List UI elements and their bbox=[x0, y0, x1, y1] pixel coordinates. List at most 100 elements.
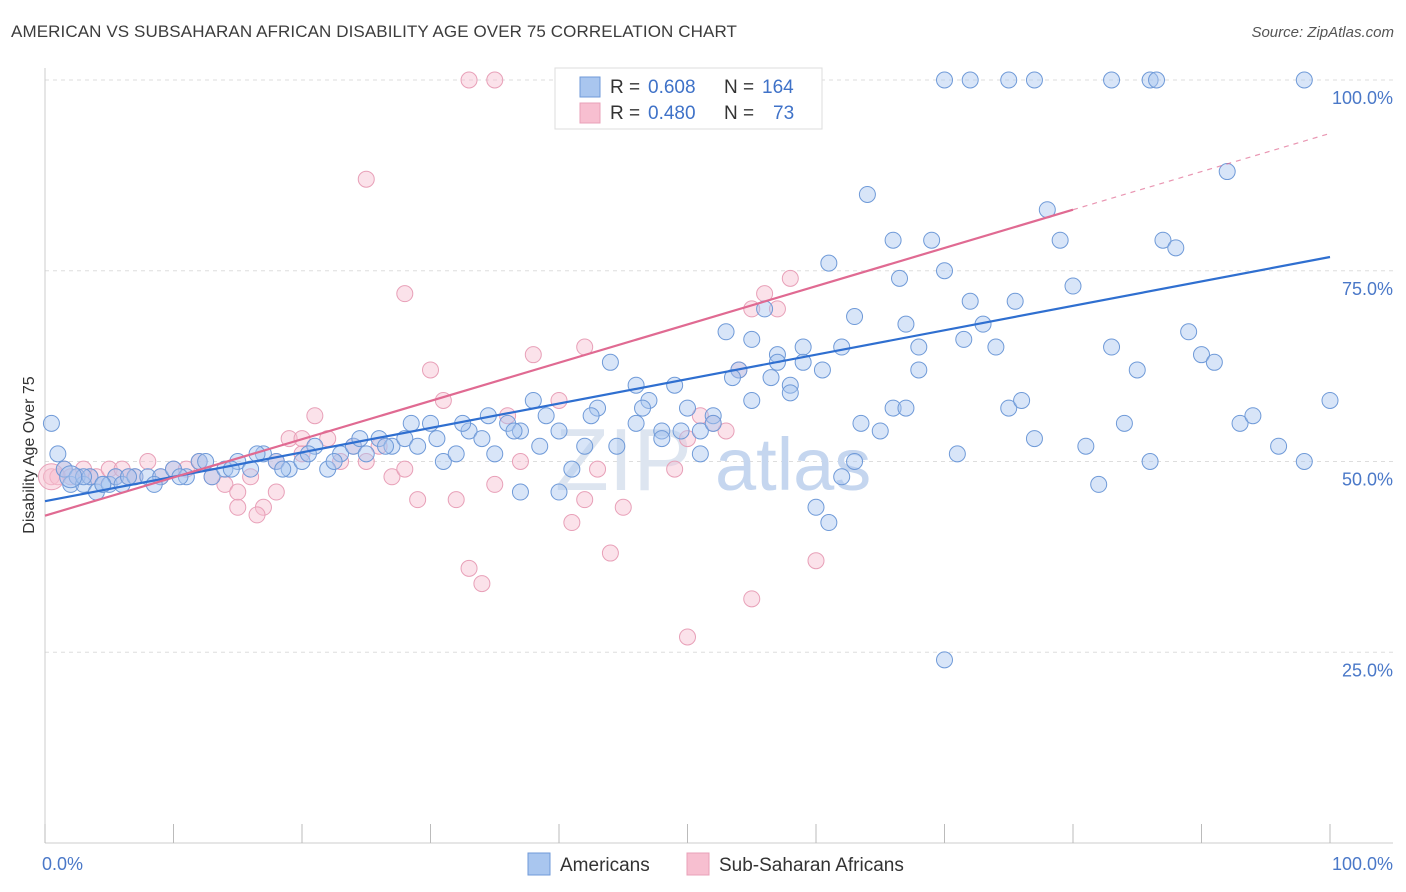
point-americans bbox=[280, 460, 298, 478]
point-americans bbox=[550, 483, 568, 501]
point-americans bbox=[743, 391, 761, 409]
point-americans bbox=[948, 445, 966, 463]
y-tick-label: 25.0% bbox=[1342, 660, 1393, 680]
point-americans bbox=[820, 254, 838, 272]
y-axis-label: Disability Age Over 75 bbox=[21, 376, 38, 534]
point-americans bbox=[627, 414, 645, 432]
point-americans bbox=[351, 430, 369, 448]
trend-line-africans-extension bbox=[1072, 132, 1331, 211]
point-africans bbox=[550, 391, 568, 409]
legend-americans-n-value: 164 bbox=[762, 77, 794, 98]
point-americans bbox=[550, 422, 568, 440]
point-americans bbox=[428, 430, 446, 448]
trend-line-americans bbox=[44, 255, 1331, 503]
point-americans bbox=[1000, 399, 1018, 417]
point-americans bbox=[1321, 391, 1339, 409]
point-americans bbox=[833, 468, 851, 486]
point-americans bbox=[434, 453, 452, 470]
point-americans bbox=[1205, 353, 1223, 371]
axes bbox=[44, 68, 1393, 844]
point-americans bbox=[923, 231, 941, 249]
point-africans bbox=[409, 491, 427, 509]
point-americans bbox=[910, 338, 928, 356]
point-americans bbox=[1244, 407, 1262, 425]
point-americans bbox=[1193, 346, 1210, 364]
point-americans bbox=[871, 422, 889, 440]
point-africans bbox=[229, 483, 247, 501]
point-africans bbox=[511, 453, 529, 470]
point-americans bbox=[897, 399, 915, 417]
point-africans bbox=[139, 453, 157, 470]
point-americans bbox=[42, 414, 60, 432]
point-americans bbox=[1103, 338, 1121, 356]
trend-line-africans bbox=[44, 208, 1074, 517]
legend-americans-r-label: R = bbox=[610, 77, 640, 98]
point-americans bbox=[357, 445, 375, 463]
point-americans bbox=[852, 414, 870, 432]
point-americans bbox=[1141, 453, 1159, 470]
point-africans bbox=[486, 71, 504, 89]
x-tick-label-min: 0.0% bbox=[42, 854, 83, 874]
point-americans bbox=[833, 338, 851, 356]
point-americans bbox=[936, 71, 953, 89]
point-americans bbox=[299, 445, 317, 463]
point-americans bbox=[582, 407, 600, 425]
point-africans bbox=[576, 491, 594, 509]
point-americans bbox=[910, 361, 928, 379]
point-americans bbox=[120, 468, 138, 486]
point-americans bbox=[576, 437, 594, 455]
point-americans bbox=[679, 399, 696, 417]
point-americans bbox=[691, 445, 709, 463]
point-americans bbox=[531, 437, 549, 455]
point-africans bbox=[589, 460, 607, 478]
point-africans bbox=[717, 422, 735, 440]
point-americans bbox=[794, 338, 812, 356]
y-tick-label: 100.0% bbox=[1332, 88, 1393, 108]
point-americans bbox=[1128, 361, 1146, 379]
point-americans bbox=[409, 437, 427, 455]
point-americans bbox=[473, 430, 491, 448]
point-africans bbox=[563, 514, 581, 532]
series-americans-points bbox=[42, 71, 1339, 669]
point-americans bbox=[1051, 231, 1069, 249]
point-americans bbox=[1025, 71, 1043, 89]
x-tick-label-max: 100.0% bbox=[1332, 854, 1393, 874]
point-americans bbox=[781, 384, 799, 402]
point-americans bbox=[197, 453, 215, 470]
watermark-atlas: atlas bbox=[715, 423, 871, 506]
point-americans bbox=[987, 338, 1005, 356]
point-americans bbox=[1295, 71, 1313, 89]
legend-americans-r-value: 0.608 bbox=[648, 77, 696, 98]
point-americans bbox=[634, 399, 652, 417]
point-africans bbox=[396, 460, 414, 478]
point-americans bbox=[1000, 71, 1018, 89]
point-africans bbox=[743, 590, 761, 608]
point-americans bbox=[511, 483, 529, 501]
point-americans bbox=[537, 407, 555, 425]
point-americans bbox=[1167, 239, 1185, 257]
point-americans bbox=[563, 460, 581, 478]
point-americans bbox=[59, 465, 83, 489]
point-americans bbox=[704, 414, 722, 432]
point-africans bbox=[807, 552, 825, 570]
point-americans bbox=[1090, 475, 1108, 493]
point-africans bbox=[248, 506, 266, 524]
legend-africans-r-label: R = bbox=[610, 103, 640, 124]
legend-americans-swatch bbox=[579, 76, 601, 98]
legend: R = 0.608 N = 164 R = 0.480 N = 73 bbox=[554, 67, 823, 130]
point-africans bbox=[447, 491, 465, 509]
point-americans bbox=[936, 651, 953, 669]
point-americans bbox=[1295, 453, 1313, 470]
bottom-legend: Americans Sub-Saharan Africans bbox=[527, 852, 904, 876]
legend-africans-n-label: N = bbox=[724, 103, 754, 124]
grid-lines bbox=[45, 79, 1393, 653]
point-americans bbox=[846, 453, 864, 470]
point-americans bbox=[1148, 71, 1166, 89]
point-americans bbox=[955, 330, 973, 348]
point-americans bbox=[1077, 437, 1095, 455]
bottom-legend-americans-swatch bbox=[527, 852, 551, 876]
legend-africans-swatch bbox=[579, 102, 601, 124]
point-americans bbox=[49, 445, 67, 463]
point-americans bbox=[1115, 414, 1133, 432]
